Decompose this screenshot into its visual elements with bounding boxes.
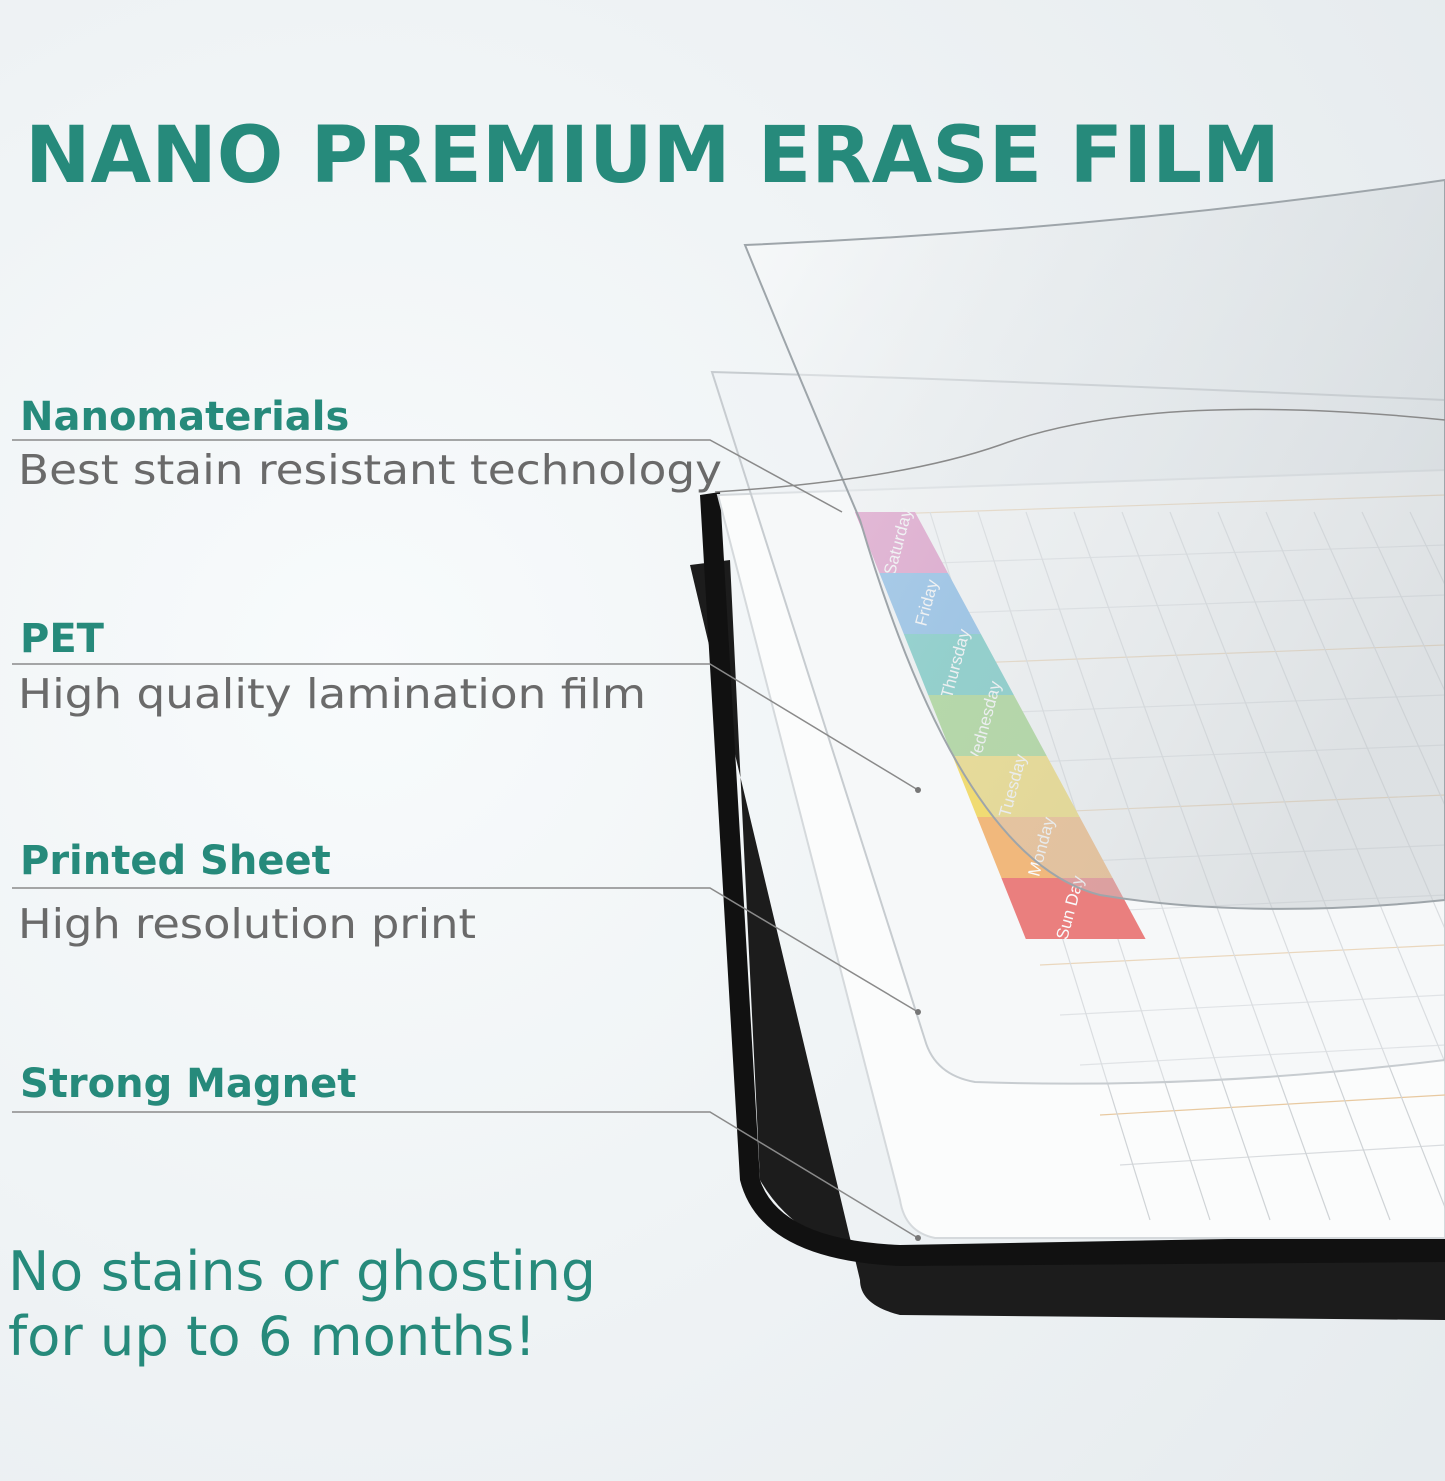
nano-film bbox=[743, 178, 1445, 910]
layer-name: PET bbox=[20, 616, 105, 662]
callout-dot bbox=[915, 787, 921, 793]
layer-name: Nanomaterials bbox=[20, 394, 349, 440]
grid-line bbox=[1079, 1044, 1445, 1066]
layer-description: Best stain resistant technology bbox=[18, 446, 722, 494]
title: NANO PREMIUM ERASE FILM bbox=[25, 111, 1280, 201]
callout-line bbox=[12, 1111, 919, 1239]
callout-line bbox=[12, 439, 843, 513]
grid-line bbox=[1039, 944, 1445, 966]
callout-line bbox=[12, 887, 919, 1013]
layer-description: High quality lamination film bbox=[18, 670, 646, 718]
grid-line bbox=[1099, 1094, 1445, 1116]
callout-line bbox=[12, 663, 919, 791]
film-edge bbox=[714, 408, 1445, 493]
tagline: for up to 6 months! bbox=[8, 1305, 536, 1368]
layer-name: Strong Magnet bbox=[20, 1061, 356, 1107]
layer-name: Printed Sheet bbox=[20, 838, 331, 884]
callout-dot bbox=[915, 1009, 921, 1015]
layer-description: High resolution print bbox=[18, 900, 476, 948]
tagline: No stains or ghosting bbox=[8, 1240, 596, 1303]
callout-dot bbox=[915, 1235, 921, 1241]
grid-line bbox=[1119, 1144, 1445, 1166]
